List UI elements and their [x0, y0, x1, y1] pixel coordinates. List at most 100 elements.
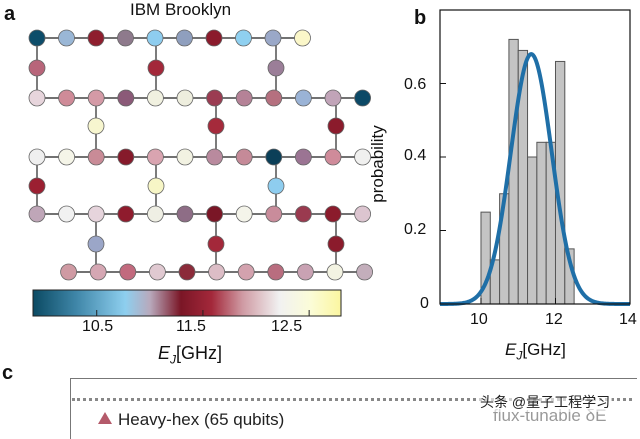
qubit-node: [206, 148, 224, 166]
qubit-node: [28, 177, 46, 195]
qubit-node: [208, 263, 226, 281]
qubit-node: [87, 205, 105, 223]
colorbar-label-unit: [GHz]: [176, 343, 223, 363]
colorbar-tick-2: 11.5: [176, 318, 206, 335]
watermark-text: 头条 @量子工程学习: [478, 392, 613, 412]
qubit-node: [296, 263, 314, 281]
dotted-reference-line: [72, 398, 632, 401]
qubit-node: [176, 148, 194, 166]
qubit-node: [28, 205, 46, 223]
x-tick-10: 10: [470, 311, 488, 328]
qubit-node: [327, 235, 345, 253]
colorbar-label-sub: J: [170, 352, 177, 367]
histogram-bar: [536, 141, 547, 305]
panel-b-letter: b: [414, 7, 427, 29]
panel-a-title: IBM Brooklyn: [130, 0, 232, 19]
qubit-node: [117, 89, 135, 107]
qubit-node: [87, 148, 105, 166]
qubit-node: [206, 205, 224, 223]
qubit-node: [119, 263, 137, 281]
y-tick-1: 0.2: [404, 221, 427, 238]
qubit-node: [324, 89, 342, 107]
qubit-node: [28, 59, 46, 77]
legend-triangle-marker: [98, 412, 112, 424]
qubit-node: [147, 177, 165, 195]
x-axis-label: EJ[GHz]: [505, 340, 566, 362]
qubit-node: [146, 89, 164, 107]
qubit-node: [117, 29, 134, 47]
qubit-node: [147, 59, 165, 77]
qubit-node: [237, 263, 255, 281]
qubit-node: [327, 117, 345, 135]
qubit-node: [58, 89, 75, 107]
qubit-node: [354, 205, 372, 223]
gaussian-fit-curve: [439, 52, 630, 306]
qubit-node: [176, 205, 194, 223]
panel-a-letter: a: [4, 3, 16, 25]
qubit-node: [117, 205, 135, 223]
qubit-node: [58, 29, 75, 47]
qubit-node: [324, 148, 342, 166]
colorbar-tick-1: 10.5: [82, 318, 114, 335]
qubit-node: [326, 263, 344, 281]
qubit-node: [87, 235, 105, 253]
x-axis-label-e: E: [505, 340, 517, 359]
qubit-node: [87, 117, 105, 135]
colorbar: [32, 289, 342, 317]
qubit-node: [176, 29, 193, 47]
histogram-bar: [508, 38, 519, 305]
qubit-node: [356, 263, 374, 281]
qubit-node: [267, 59, 285, 77]
y-tick-0: 0: [420, 295, 429, 312]
qubit-node: [265, 89, 283, 107]
x-axis-label-sub: J: [516, 348, 523, 363]
y-tick-2: 0.4: [404, 147, 427, 164]
qubit-node: [264, 29, 282, 47]
qubit-node: [324, 205, 342, 223]
qubit-node: [87, 29, 105, 47]
y-axis-label: probability: [367, 125, 387, 203]
qubit-node: [294, 29, 311, 47]
histogram-chart: [439, 9, 631, 306]
x-tick-12: 12: [545, 311, 563, 328]
qubit-node: [354, 148, 372, 166]
qubit-node: [58, 205, 75, 223]
x-tick-14: 14: [619, 311, 637, 328]
qubit-node: [235, 29, 252, 47]
qubit-node: [117, 148, 135, 166]
qubit-node: [146, 205, 164, 223]
qubit-node: [28, 89, 46, 107]
qubit-node: [354, 89, 372, 107]
qubit-node: [178, 263, 196, 281]
qubit-node: [28, 29, 46, 47]
colorbar-label: EJ[GHz]: [158, 343, 222, 367]
legend-label: Heavy-hex (65 qubits): [118, 410, 285, 429]
qubit-node: [58, 148, 75, 166]
qubit-node: [235, 89, 253, 107]
qubit-lattice: [28, 29, 374, 317]
qubit-node: [267, 263, 285, 281]
qubit-node: [148, 263, 166, 281]
qubit-node: [146, 148, 164, 166]
histogram-bar: [527, 156, 538, 305]
qubit-node: [176, 89, 194, 107]
qubit-node: [294, 148, 312, 166]
colorbar-tick-3: 12.5: [271, 318, 303, 335]
panel-c-plot-frame: [70, 378, 637, 439]
qubit-node: [207, 235, 225, 253]
panel-c-letter: c: [2, 362, 14, 384]
qubit-node: [87, 89, 105, 107]
qubit-node: [265, 148, 283, 166]
qubit-node: [294, 205, 312, 223]
x-axis-label-unit: [GHz]: [522, 340, 566, 359]
qubit-node: [265, 205, 283, 223]
qubit-node: [235, 205, 253, 223]
qubit-node: [267, 177, 285, 195]
qubit-node: [60, 263, 77, 281]
colorbar-label-e: E: [158, 343, 171, 363]
qubit-node: [235, 148, 253, 166]
qubit-node: [28, 148, 46, 166]
qubit-node: [89, 263, 107, 281]
y-tick-3: 0.6: [404, 76, 427, 93]
qubit-node: [205, 29, 223, 47]
